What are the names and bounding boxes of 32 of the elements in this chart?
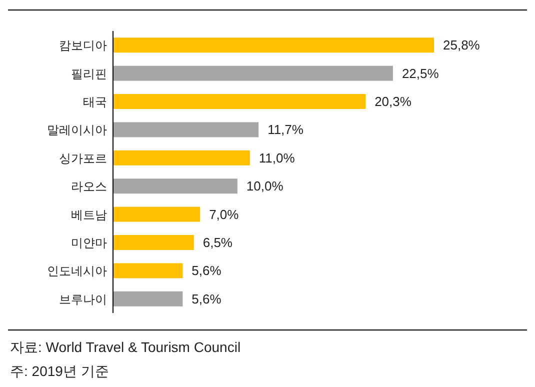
bar — [113, 122, 259, 138]
data-label: 25,8% — [443, 38, 480, 53]
y-tick-label: 말레이시아 — [47, 123, 107, 138]
y-tick-label: 라오스 — [71, 180, 107, 194]
y-tick-label: 캄보디아 — [59, 38, 107, 53]
data-label: 22,5% — [402, 66, 440, 81]
data-label: 5,6% — [192, 291, 222, 306]
data-label: 5,6% — [192, 263, 222, 278]
bar — [113, 94, 366, 109]
bar — [113, 178, 238, 194]
bar — [113, 263, 183, 278]
y-tick-label: 싱가포르 — [59, 151, 107, 166]
bar — [113, 38, 434, 53]
y-tick-label: 필리핀 — [71, 66, 107, 81]
y-tick-label: 베트남 — [71, 208, 107, 222]
data-label: 10,0% — [246, 178, 284, 194]
text: 주: 2019년 기준 — [10, 363, 109, 379]
y-tick-label: 미얀마 — [71, 236, 107, 250]
data-label: 11,7% — [268, 122, 304, 138]
data-label: 6,5% — [202, 235, 233, 250]
bar — [113, 291, 183, 306]
y-tick-label: 태국 — [83, 95, 107, 109]
bar — [113, 235, 194, 250]
data-label: 11,0% — [258, 150, 296, 166]
bar — [113, 66, 393, 81]
y-tick-label: 브루나이 — [59, 292, 107, 306]
bar — [113, 150, 250, 166]
data-label: 7,0% — [209, 206, 240, 222]
y-tick-label: 인도네시아 — [47, 264, 107, 278]
data-label: 20,3% — [374, 94, 412, 109]
text: 자료: World Travel & Tourism Council — [10, 339, 241, 355]
bar — [113, 206, 200, 222]
